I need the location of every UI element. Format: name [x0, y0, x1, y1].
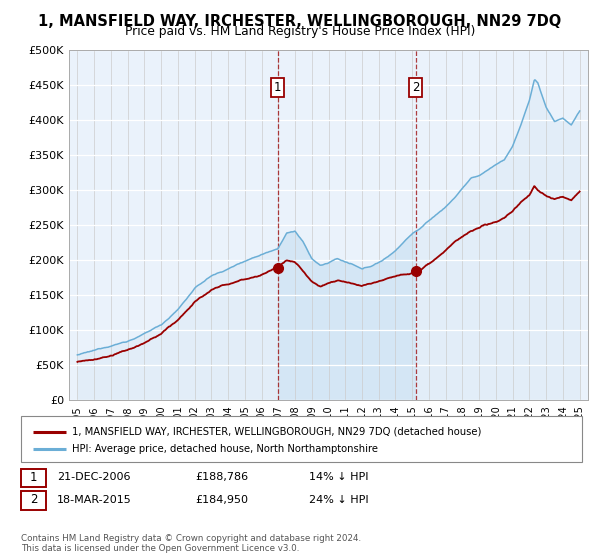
Text: HPI: Average price, detached house, North Northamptonshire: HPI: Average price, detached house, Nort… — [72, 444, 378, 454]
Text: 21-DEC-2006: 21-DEC-2006 — [57, 472, 131, 482]
Text: 1: 1 — [30, 470, 37, 484]
Text: 1, MANSFIELD WAY, IRCHESTER, WELLINGBOROUGH, NN29 7DQ (detached house): 1, MANSFIELD WAY, IRCHESTER, WELLINGBORO… — [72, 427, 481, 437]
Text: Price paid vs. HM Land Registry's House Price Index (HPI): Price paid vs. HM Land Registry's House … — [125, 25, 475, 38]
Text: 18-MAR-2015: 18-MAR-2015 — [57, 494, 132, 505]
Text: 1, MANSFIELD WAY, IRCHESTER, WELLINGBOROUGH, NN29 7DQ: 1, MANSFIELD WAY, IRCHESTER, WELLINGBORO… — [38, 14, 562, 29]
Text: Contains HM Land Registry data © Crown copyright and database right 2024.
This d: Contains HM Land Registry data © Crown c… — [21, 534, 361, 553]
Text: 1: 1 — [274, 81, 281, 94]
Text: £184,950: £184,950 — [195, 494, 248, 505]
Text: 24% ↓ HPI: 24% ↓ HPI — [309, 494, 368, 505]
Text: 2: 2 — [412, 81, 419, 94]
Text: 14% ↓ HPI: 14% ↓ HPI — [309, 472, 368, 482]
Text: 2: 2 — [30, 493, 37, 506]
Text: £188,786: £188,786 — [195, 472, 248, 482]
